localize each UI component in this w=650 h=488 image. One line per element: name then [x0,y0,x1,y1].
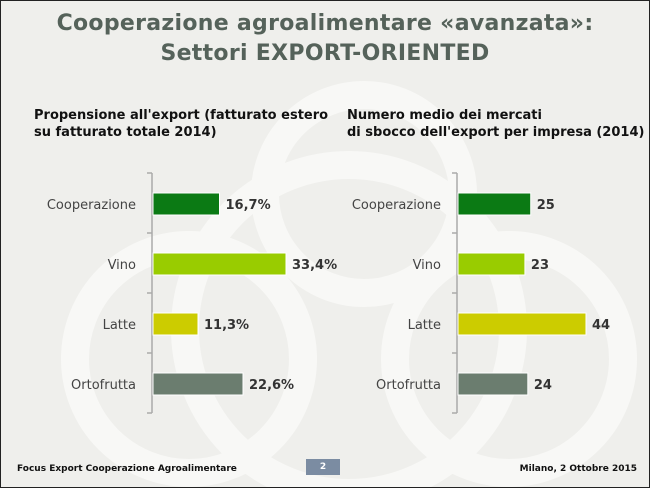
bar-ortofrutta [457,372,529,396]
bar-latte [457,312,587,336]
category-label: Cooperazione [352,198,441,213]
data-label: 23 [531,258,549,273]
chart-2-title-line-2: di sbocco dell'export per impresa (2014) [347,125,645,140]
category-label: Vino [108,258,136,273]
data-label: 22,6% [249,378,294,393]
category-label: Ortofrutta [376,378,441,393]
bar-cooperazione [152,192,220,216]
category-label: Latte [408,318,441,333]
data-label: 11,3% [204,318,249,333]
category-label: Vino [413,258,441,273]
page-number: 2 [306,459,340,475]
chart-1-title-line-1: Propensione all'export (fatturato estero [34,108,329,123]
bar-latte [152,312,199,336]
category-label: Latte [103,318,136,333]
chart-2-title-line-1: Numero medio dei mercati [347,108,542,123]
data-label: 33,4% [292,258,337,273]
bar-vino [152,252,287,276]
chart-1-title-line-2: su fatturato totale 2014) [34,125,217,140]
footer-left: Focus Export Cooperazione Agroalimentare [17,464,237,474]
slide-title: Cooperazione agroalimentare «avanzata»: … [1,9,649,69]
chart-2-title: Numero medio dei mercati di sbocco dell'… [347,107,644,141]
data-label: 24 [534,378,552,393]
data-label: 25 [537,198,555,213]
bar-vino [457,252,526,276]
title-line-1: Cooperazione agroalimentare «avanzata»: [56,11,594,36]
data-label: 16,7% [226,198,271,213]
category-label: Cooperazione [47,198,136,213]
chart-1-title: Propensione all'export (fatturato estero… [34,107,328,141]
bar-ortofrutta [152,372,244,396]
data-label: 44 [592,318,610,333]
bar-cooperazione [457,192,532,216]
category-label: Ortofrutta [71,378,136,393]
title-line-2: Settori EXPORT-ORIENTED [160,41,490,66]
footer-right: Milano, 2 Ottobre 2015 [519,464,637,474]
